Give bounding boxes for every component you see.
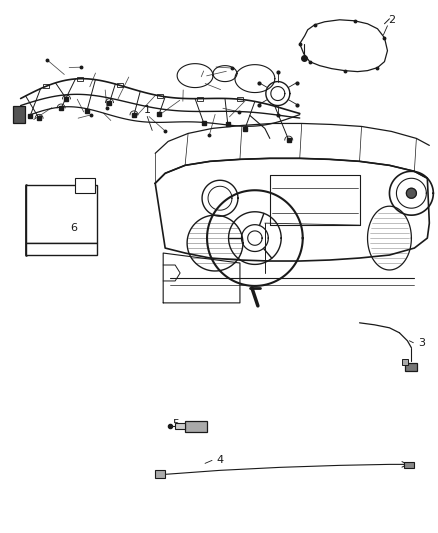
Text: 1: 1 (144, 106, 151, 116)
FancyBboxPatch shape (403, 359, 408, 365)
FancyBboxPatch shape (155, 470, 165, 478)
Text: 3: 3 (418, 338, 425, 348)
FancyBboxPatch shape (117, 84, 124, 87)
FancyBboxPatch shape (175, 423, 185, 430)
Polygon shape (248, 231, 262, 245)
FancyBboxPatch shape (406, 362, 417, 370)
Text: 5: 5 (173, 419, 180, 430)
Polygon shape (37, 197, 45, 205)
Text: 4: 4 (216, 455, 223, 465)
Polygon shape (37, 219, 45, 227)
FancyBboxPatch shape (237, 98, 243, 101)
FancyBboxPatch shape (25, 243, 97, 255)
FancyBboxPatch shape (42, 85, 49, 88)
FancyBboxPatch shape (75, 178, 95, 193)
Text: 2: 2 (388, 15, 395, 25)
FancyBboxPatch shape (13, 106, 25, 124)
Polygon shape (72, 246, 78, 252)
Text: 6: 6 (70, 223, 77, 233)
FancyBboxPatch shape (157, 94, 163, 98)
FancyBboxPatch shape (25, 185, 97, 243)
Polygon shape (406, 188, 417, 198)
FancyBboxPatch shape (185, 421, 207, 432)
Polygon shape (38, 246, 43, 252)
FancyBboxPatch shape (197, 96, 203, 101)
Polygon shape (71, 209, 79, 217)
FancyBboxPatch shape (404, 462, 414, 469)
FancyBboxPatch shape (78, 77, 83, 80)
